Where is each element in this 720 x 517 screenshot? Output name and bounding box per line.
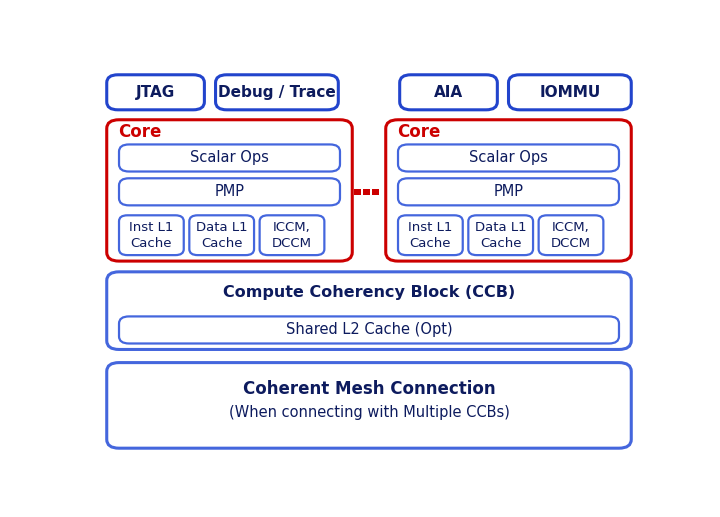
FancyBboxPatch shape bbox=[107, 120, 352, 261]
FancyBboxPatch shape bbox=[107, 362, 631, 448]
FancyBboxPatch shape bbox=[398, 178, 619, 205]
Text: Core: Core bbox=[397, 123, 440, 141]
Text: JTAG: JTAG bbox=[136, 85, 175, 100]
FancyBboxPatch shape bbox=[215, 75, 338, 110]
FancyBboxPatch shape bbox=[107, 75, 204, 110]
FancyBboxPatch shape bbox=[107, 272, 631, 349]
Text: ICCM,
DCCM: ICCM, DCCM bbox=[272, 221, 312, 250]
Text: ICCM,
DCCM: ICCM, DCCM bbox=[551, 221, 591, 250]
FancyBboxPatch shape bbox=[260, 215, 324, 255]
Text: AIA: AIA bbox=[434, 85, 463, 100]
Text: Debug / Trace: Debug / Trace bbox=[218, 85, 336, 100]
Text: Data L1
Cache: Data L1 Cache bbox=[196, 221, 248, 250]
Text: Shared L2 Cache (Opt): Shared L2 Cache (Opt) bbox=[286, 323, 452, 338]
Text: Coherent Mesh Connection: Coherent Mesh Connection bbox=[243, 381, 495, 399]
Text: (When connecting with Multiple CCBs): (When connecting with Multiple CCBs) bbox=[228, 405, 510, 420]
Text: Data L1
Cache: Data L1 Cache bbox=[475, 221, 526, 250]
FancyBboxPatch shape bbox=[539, 215, 603, 255]
FancyBboxPatch shape bbox=[354, 189, 361, 194]
FancyBboxPatch shape bbox=[400, 75, 498, 110]
FancyBboxPatch shape bbox=[398, 215, 463, 255]
Text: Scalar Ops: Scalar Ops bbox=[469, 150, 548, 165]
Text: Compute Coherency Block (CCB): Compute Coherency Block (CCB) bbox=[223, 285, 515, 300]
Text: Core: Core bbox=[118, 123, 161, 141]
Text: Scalar Ops: Scalar Ops bbox=[190, 150, 269, 165]
FancyBboxPatch shape bbox=[119, 144, 340, 172]
FancyBboxPatch shape bbox=[119, 178, 340, 205]
FancyBboxPatch shape bbox=[119, 215, 184, 255]
FancyBboxPatch shape bbox=[372, 189, 379, 194]
Text: Inst L1
Cache: Inst L1 Cache bbox=[129, 221, 174, 250]
FancyBboxPatch shape bbox=[119, 316, 619, 343]
FancyBboxPatch shape bbox=[398, 144, 619, 172]
Text: Inst L1
Cache: Inst L1 Cache bbox=[408, 221, 453, 250]
FancyBboxPatch shape bbox=[189, 215, 254, 255]
Text: IOMMU: IOMMU bbox=[539, 85, 600, 100]
Text: PMP: PMP bbox=[493, 185, 523, 200]
FancyBboxPatch shape bbox=[508, 75, 631, 110]
Text: PMP: PMP bbox=[215, 185, 245, 200]
FancyBboxPatch shape bbox=[468, 215, 533, 255]
FancyBboxPatch shape bbox=[364, 189, 370, 194]
FancyBboxPatch shape bbox=[386, 120, 631, 261]
